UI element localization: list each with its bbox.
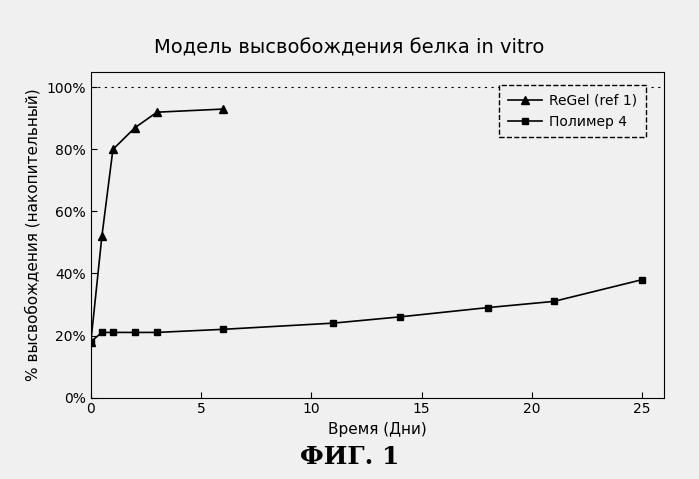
Полимер 4	[484, 305, 492, 310]
ReGel (ref 1)	[153, 109, 161, 115]
Legend: ReGel (ref 1), Полимер 4: ReGel (ref 1), Полимер 4	[499, 85, 646, 137]
Text: Модель высвобождения белка in vitro: Модель высвобождения белка in vitro	[154, 38, 545, 57]
Полимер 4	[87, 339, 95, 344]
Y-axis label: % высвобождения (накопительный): % высвобождения (накопительный)	[25, 89, 41, 381]
Text: ФИГ. 1: ФИГ. 1	[300, 445, 399, 469]
Полимер 4	[153, 330, 161, 335]
ReGel (ref 1)	[131, 125, 139, 131]
Полимер 4	[549, 298, 558, 304]
Полимер 4	[98, 330, 106, 335]
X-axis label: Время (Дни): Время (Дни)	[328, 422, 427, 437]
Полимер 4	[637, 277, 646, 283]
ReGel (ref 1)	[98, 233, 106, 239]
Line: ReGel (ref 1): ReGel (ref 1)	[87, 105, 227, 346]
ReGel (ref 1)	[109, 147, 117, 152]
Line: Полимер 4: Полимер 4	[87, 276, 645, 345]
Полимер 4	[396, 314, 404, 320]
Полимер 4	[219, 327, 227, 332]
ReGel (ref 1)	[87, 339, 95, 344]
ReGel (ref 1)	[219, 106, 227, 112]
Полимер 4	[109, 330, 117, 335]
Полимер 4	[131, 330, 139, 335]
Полимер 4	[329, 320, 338, 326]
